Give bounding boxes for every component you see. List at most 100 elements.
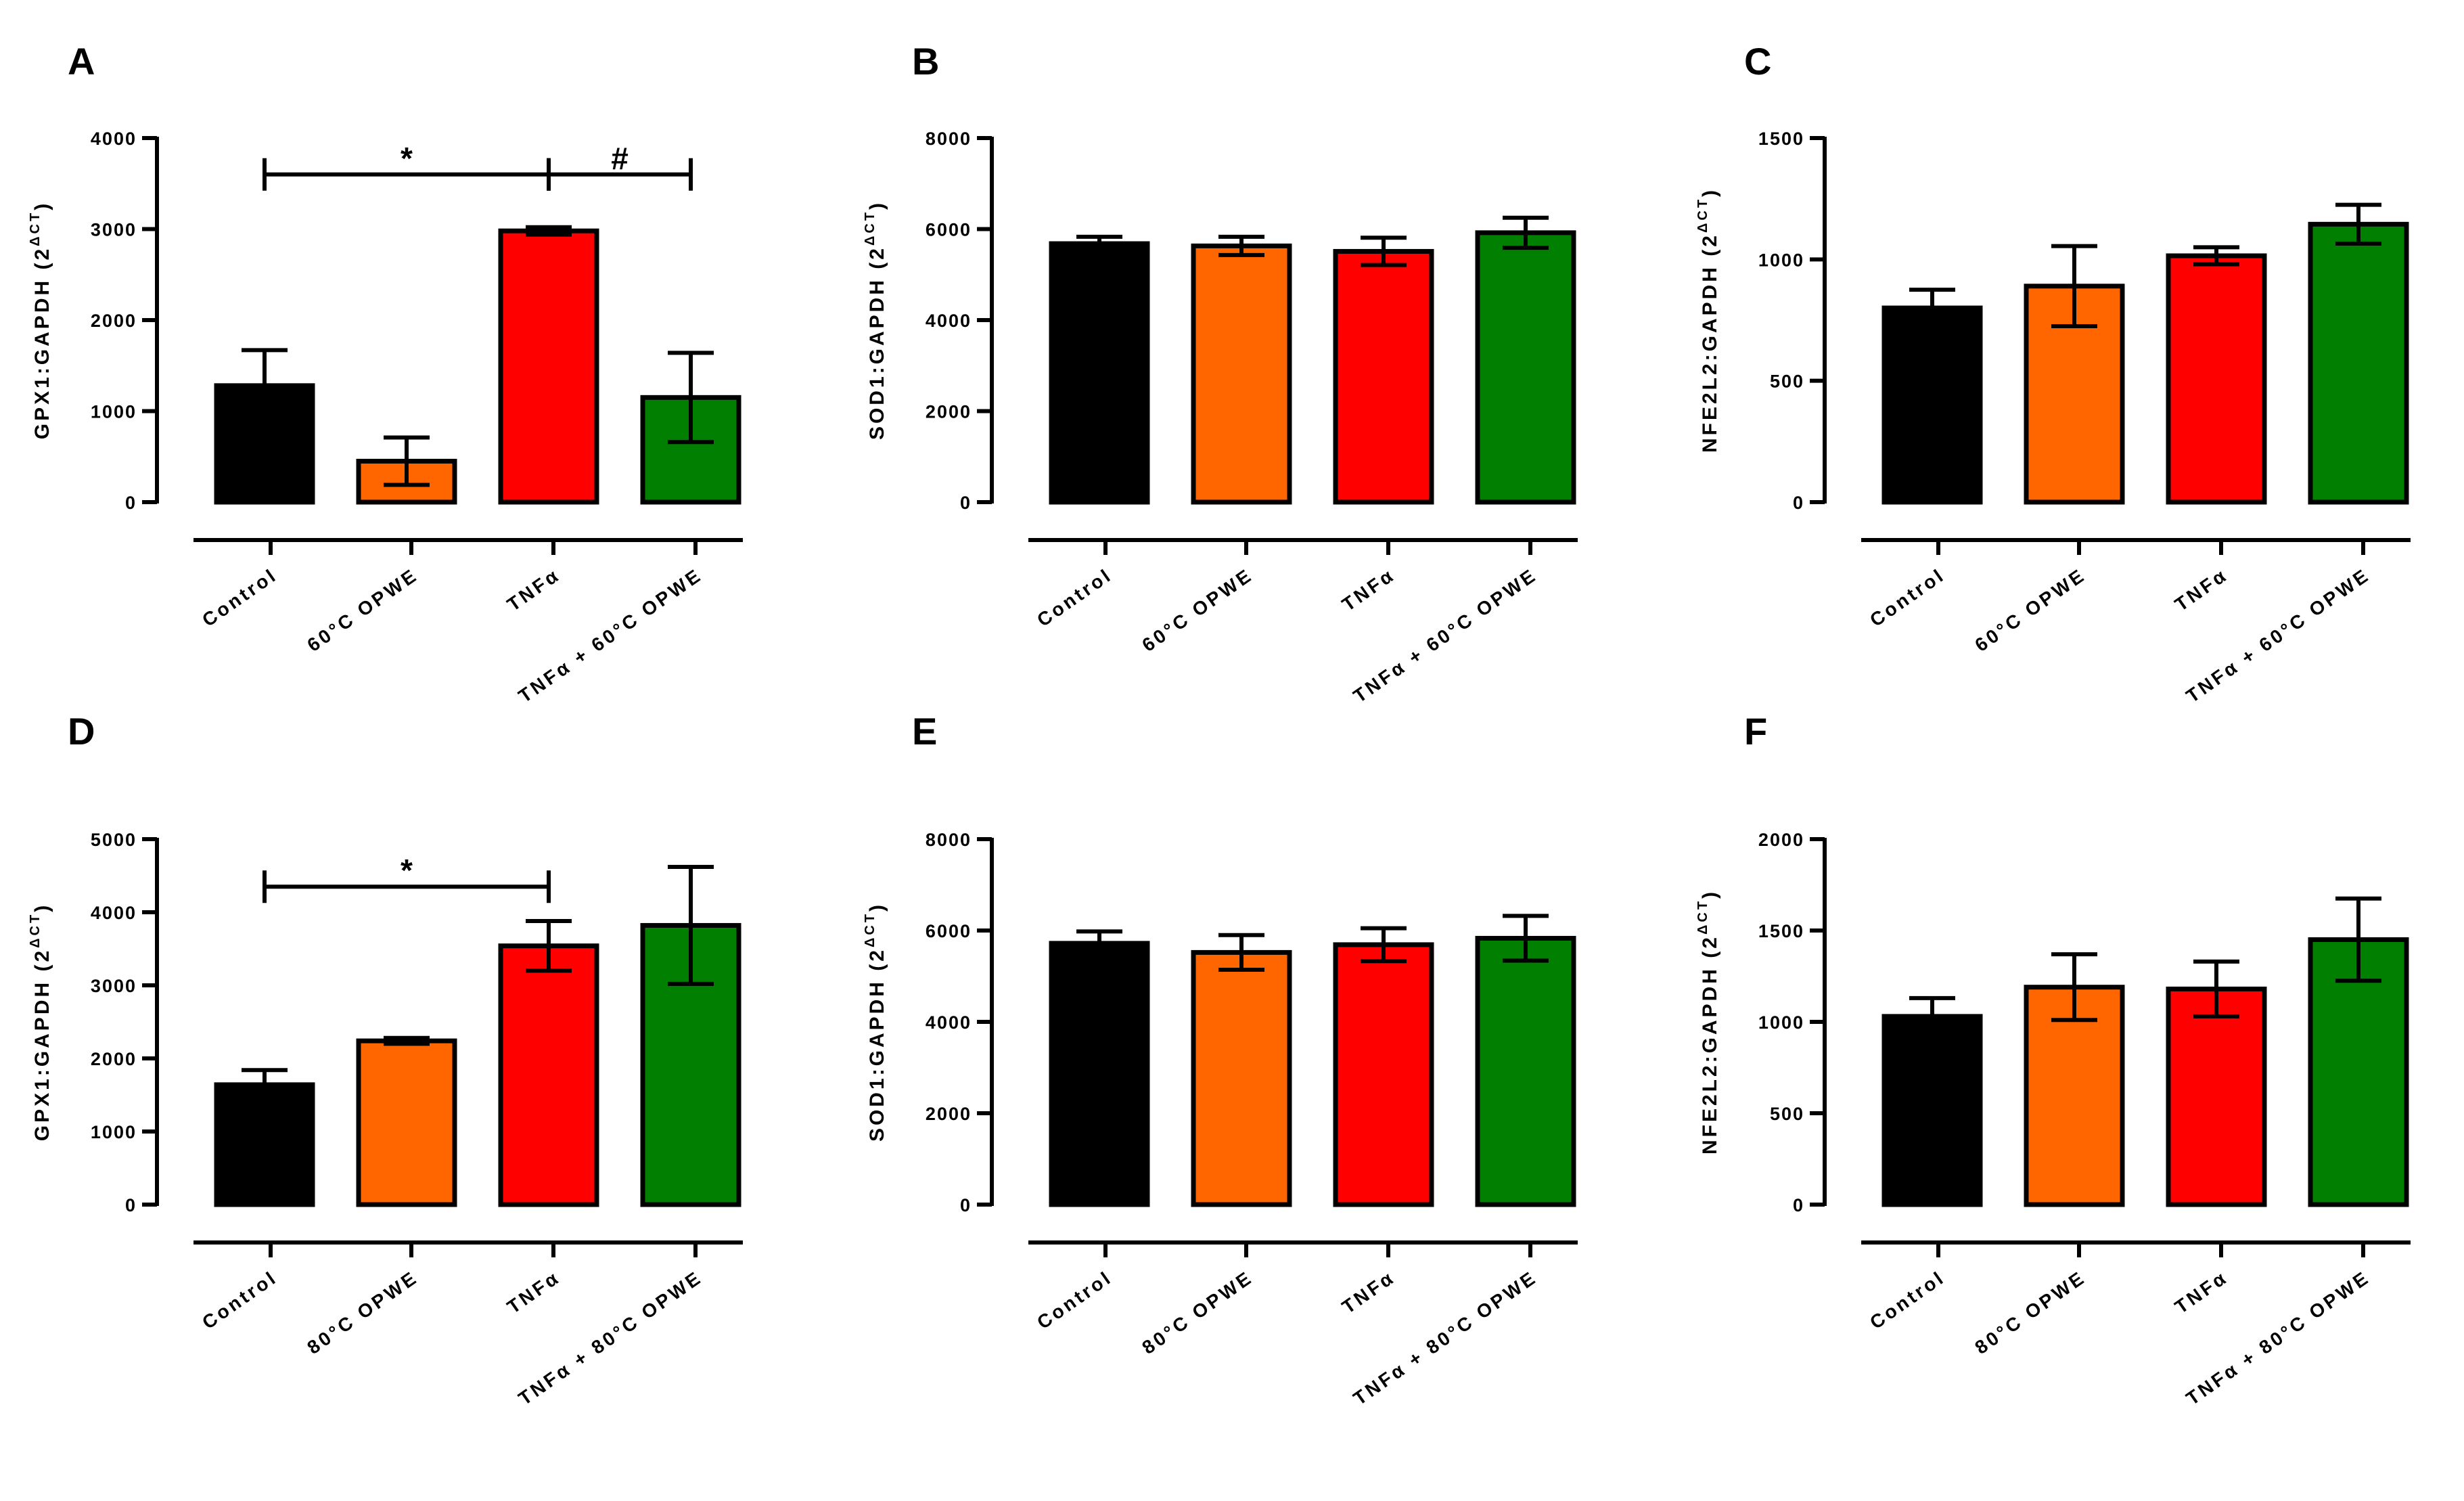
panel-d: D 0 1000 2000 3000 4000 5000 GPX1:GAPDH (2ΔCT) C…: [28, 710, 743, 1409]
y-tick-label: 5000: [91, 830, 137, 850]
y-tick-label: 4000: [926, 1012, 972, 1033]
panel-letter: B: [912, 40, 939, 83]
x-tick-label: Control: [1033, 564, 1116, 631]
y-tick-label: 0: [1793, 1195, 1804, 1215]
y-tick-label: 1000: [1758, 250, 1804, 270]
y-axis-title: NFE2L2:GAPDH (2ΔCT): [1695, 187, 1721, 453]
x-tick-label: 80°C OPWE: [303, 1267, 421, 1358]
x-tick-label: Control: [198, 1267, 281, 1334]
y-tick-label: 2000: [926, 1104, 972, 1124]
y-axis-title-main: NFE2L2:GAPDH (2: [1699, 935, 1721, 1155]
bar: [498, 228, 599, 505]
bar: [1049, 241, 1150, 505]
y-tick-label: 8000: [926, 830, 972, 850]
y-tick-label: 0: [960, 1195, 972, 1215]
y-axis-title: GPX1:GAPDH (2ΔCT): [28, 903, 53, 1141]
panel-letter: D: [68, 710, 95, 753]
y-tick-label: 2000: [91, 311, 137, 331]
x-tick-label: Control: [1866, 1267, 1948, 1334]
x-tick-label: TNFα: [2171, 564, 2232, 616]
y-tick-label: 2000: [926, 402, 972, 422]
significance-label: *: [401, 853, 413, 888]
panel-letter: E: [912, 710, 937, 753]
y-tick-label: 1000: [91, 1122, 137, 1142]
y-tick-label: 500: [1770, 1104, 1804, 1124]
y-tick-label: 1000: [1758, 1012, 1804, 1033]
panel-c: C 0 500 1000 1500 NFE2L2:GAPDH (2ΔCT) Control 6…: [1695, 40, 2411, 707]
panel-e: E 0 2000 4000 6000 8000 SOD1:GAPDH (2ΔCT) Contr…: [863, 710, 1578, 1409]
x-tick-label: TNFα: [503, 1267, 564, 1318]
y-axis-title-superscript: ΔCT: [863, 210, 877, 246]
y-axis-title-main: SOD1:GAPDH (2: [866, 246, 888, 440]
y-axis-title-close: ): [1699, 889, 1721, 899]
y-tick-label: 1000: [91, 402, 137, 422]
panel-f: F 0 500 1000 1500 2000 NFE2L2:GAPDH (2ΔCT) Cont…: [1695, 710, 2411, 1409]
bar: [1475, 230, 1576, 505]
x-tick-label: Control: [1866, 564, 1948, 631]
y-axis-title-close: ): [866, 200, 888, 210]
y-axis-title-close: ): [1699, 187, 1721, 197]
panel-b: B 0 2000 4000 6000 8000 SOD1:GAPDH (2ΔCT) Contr…: [863, 40, 1578, 707]
bar: [498, 943, 599, 1207]
x-tick-label: TNFα: [1338, 1267, 1399, 1318]
y-tick-label: 0: [960, 493, 972, 513]
x-tick-label: TNFα: [503, 564, 564, 616]
y-tick-label: 3000: [91, 220, 137, 240]
panel-a: A 0 1000 2000 3000 4000 GPX1:GAPDH (2ΔCT) Contr…: [28, 40, 743, 707]
panel-letter: C: [1744, 40, 1771, 83]
y-tick-label: 500: [1770, 372, 1804, 392]
y-axis-title-superscript: ΔCT: [28, 210, 43, 246]
y-tick-label: 1500: [1758, 129, 1804, 149]
y-axis-title: SOD1:GAPDH (2ΔCT): [863, 902, 888, 1142]
x-tick-label: 60°C OPWE: [1971, 564, 2089, 656]
y-tick-label: 2000: [91, 1049, 137, 1069]
bar: [1049, 941, 1150, 1207]
bar: [1333, 248, 1434, 505]
y-axis-title-superscript: ΔCT: [1695, 197, 1710, 233]
y-axis-title-close: ): [31, 201, 53, 210]
significance-label: #: [611, 141, 629, 176]
y-tick-label: 2000: [1758, 830, 1804, 850]
y-tick-label: 3000: [91, 976, 137, 996]
x-tick-label: TNFα: [1338, 564, 1399, 616]
y-tick-label: 8000: [926, 129, 972, 149]
x-tick-label: 60°C OPWE: [1138, 564, 1256, 656]
x-tick-label: Control: [1033, 1267, 1116, 1334]
panel-letter: A: [68, 40, 95, 83]
y-tick-label: 0: [125, 493, 137, 513]
y-tick-label: 4000: [926, 311, 972, 331]
panel-letter: F: [1744, 710, 1767, 753]
bar: [1475, 935, 1576, 1207]
y-tick-label: 6000: [926, 921, 972, 941]
bar: [2166, 253, 2267, 505]
y-tick-label: 0: [1793, 493, 1804, 513]
y-axis-title-main: GPX1:GAPDH (2: [31, 246, 53, 439]
bar: [214, 1082, 315, 1207]
y-axis-title-close: ): [866, 902, 888, 912]
bar: [1191, 949, 1292, 1207]
x-tick-label: 80°C OPWE: [1138, 1267, 1256, 1358]
bar: [1881, 1014, 1983, 1207]
bar: [2166, 986, 2267, 1207]
bar: [2308, 937, 2409, 1207]
x-tick-label: Control: [198, 564, 281, 631]
y-tick-label: 4000: [91, 903, 137, 923]
y-tick-label: 0: [125, 1195, 137, 1215]
y-axis-title-superscript: ΔCT: [863, 912, 877, 947]
significance-label: *: [401, 141, 413, 176]
y-axis-title-main: GPX1:GAPDH (2: [31, 948, 53, 1141]
y-axis-title-superscript: ΔCT: [28, 912, 43, 948]
y-axis-title-main: SOD1:GAPDH (2: [866, 947, 888, 1142]
y-tick-label: 4000: [91, 129, 137, 149]
x-tick-label: TNFα: [2171, 1267, 2232, 1318]
y-tick-label: 1500: [1758, 921, 1804, 941]
y-axis-title: NFE2L2:GAPDH (2ΔCT): [1695, 889, 1721, 1155]
y-axis-title-main: NFE2L2:GAPDH (2: [1699, 233, 1721, 453]
bar: [356, 1038, 457, 1207]
bar: [1881, 305, 1983, 505]
bar: [2308, 221, 2409, 505]
x-tick-label: 80°C OPWE: [1971, 1267, 2089, 1358]
y-axis-title: GPX1:GAPDH (2ΔCT): [28, 201, 53, 439]
y-axis-title-superscript: ΔCT: [1695, 899, 1710, 935]
